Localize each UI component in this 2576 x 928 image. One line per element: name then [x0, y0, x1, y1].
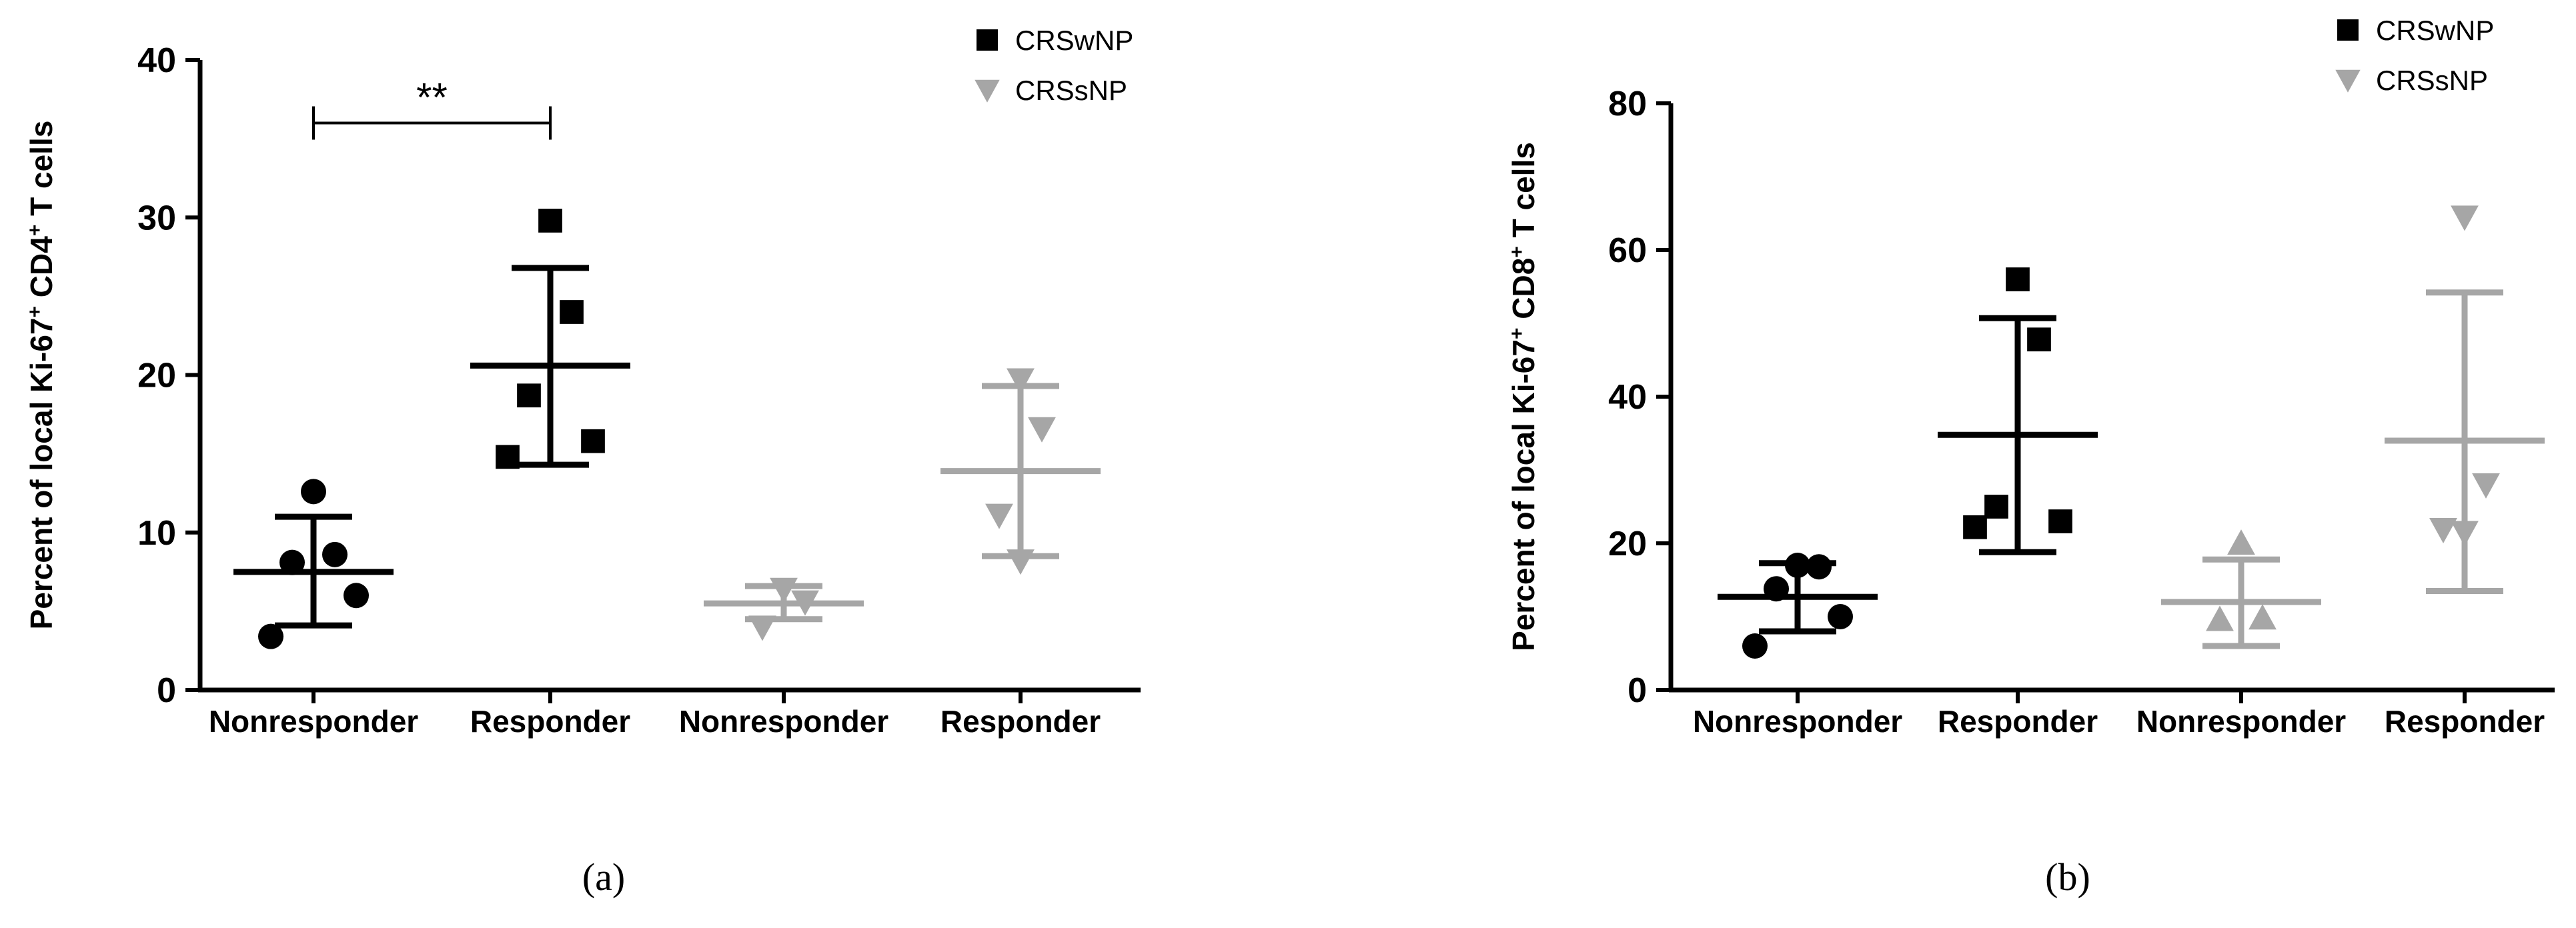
data-point — [1007, 368, 1035, 394]
x-tick-label: Responder — [470, 704, 630, 739]
data-point — [2472, 473, 2500, 499]
data-point — [1984, 495, 2008, 519]
legend-label: CRSsNP — [1015, 75, 1127, 106]
x-tick-label: Nonresponder — [679, 704, 888, 739]
significance-label: ** — [416, 75, 448, 120]
panel-label: (a) — [582, 855, 625, 899]
y-axis-label-part: Percent of local Ki-67 — [24, 318, 59, 630]
data-group — [233, 479, 394, 649]
data-point — [1742, 633, 1768, 659]
legend: CRSwNP CRSsNP — [975, 25, 1133, 106]
x-tick-label: Nonresponder — [209, 704, 418, 739]
legend-label: CRSwNP — [2376, 15, 2494, 46]
x-tick-label: Responder — [1938, 704, 2098, 739]
panel-label: (b) — [2045, 855, 2090, 899]
data-point — [258, 623, 283, 649]
data-point — [2248, 604, 2277, 630]
significance-bracket: ** — [312, 75, 552, 140]
data-point — [1785, 553, 1810, 578]
y-tick-label: 20 — [137, 357, 176, 395]
data-point — [1963, 515, 1987, 539]
data-point — [1764, 576, 1789, 602]
y-tick-label: 40 — [137, 41, 176, 80]
x-tick-label: Nonresponder — [1693, 704, 1902, 739]
data-point — [2048, 509, 2072, 533]
data-point — [2451, 521, 2479, 547]
data-group — [704, 577, 864, 641]
data-group — [940, 368, 1101, 575]
data-group — [2161, 529, 2321, 649]
data-point — [2451, 205, 2479, 231]
y-tick-label: 20 — [1608, 525, 1647, 563]
data-group — [1938, 267, 2098, 555]
data-point — [301, 479, 326, 505]
y-tick-label: 0 — [1628, 671, 1647, 710]
y-tick-label: 80 — [1608, 85, 1647, 123]
data-point — [581, 429, 605, 453]
legend-label: CRSwNP — [1015, 25, 1133, 56]
y-tick-label: 60 — [1608, 231, 1647, 270]
data-point — [1028, 417, 1056, 443]
y-tick-label: 10 — [137, 514, 176, 553]
y-axis-label-part: + — [1506, 246, 1528, 258]
y-axis-label-part: CD4 — [24, 236, 59, 306]
y-tick-label: 30 — [137, 199, 176, 237]
data-point — [2206, 605, 2234, 631]
data-group — [470, 209, 630, 469]
y-axis-label: Percent of local Ki-67+ CD4+ T cells — [24, 121, 59, 630]
legend-marker — [2337, 19, 2359, 41]
y-axis-label-part: CD8 — [1506, 258, 1541, 328]
data-point — [517, 383, 541, 408]
y-axis-label-part: T cells — [24, 121, 59, 225]
legend-marker — [2335, 69, 2361, 93]
chart-panel-1: 0 10 20 30 40 Nonresponder Responder Nonrespond… — [24, 25, 1141, 899]
legend-label: CRSsNP — [2376, 65, 2488, 96]
y-axis-label-part: T cells — [1506, 142, 1541, 246]
data-point — [791, 590, 819, 616]
data-point — [1806, 554, 1832, 580]
y-axis-label-part: + — [1506, 327, 1528, 339]
data-point — [279, 549, 305, 575]
data-point — [748, 615, 776, 641]
data-point — [2429, 518, 2457, 543]
data-point — [1007, 549, 1035, 575]
data-point — [2027, 327, 2051, 352]
data-point — [985, 503, 1013, 529]
legend-marker — [977, 29, 998, 51]
y-axis-label-part: + — [24, 306, 46, 318]
y-tick-label: 0 — [157, 671, 176, 710]
data-group — [1718, 553, 1878, 659]
data-point — [770, 577, 798, 603]
data-point — [1828, 604, 1853, 629]
legend: CRSwNP CRSsNP — [2335, 15, 2494, 96]
data-point — [560, 300, 584, 324]
data-point — [538, 209, 562, 233]
x-tick-label: Responder — [940, 704, 1101, 739]
data-point — [322, 541, 348, 567]
data-point — [496, 445, 520, 469]
x-tick-label: Responder — [2385, 704, 2545, 739]
legend-marker — [975, 79, 1000, 103]
y-axis-label-part: Percent of local Ki-67 — [1506, 339, 1541, 651]
data-point — [344, 583, 369, 609]
data-point — [2227, 529, 2255, 555]
y-axis-label: Percent of local Ki-67+ CD8+ T cells — [1506, 142, 1541, 651]
data-group — [2385, 205, 2545, 594]
y-axis-label-part: + — [24, 225, 46, 237]
y-tick-label: 40 — [1608, 378, 1647, 417]
chart-panel-2: 0 20 40 60 80 Nonresponder Responder Nonrespond… — [1506, 15, 2555, 899]
x-tick-label: Nonresponder — [2136, 704, 2346, 739]
data-point — [2006, 267, 2030, 291]
